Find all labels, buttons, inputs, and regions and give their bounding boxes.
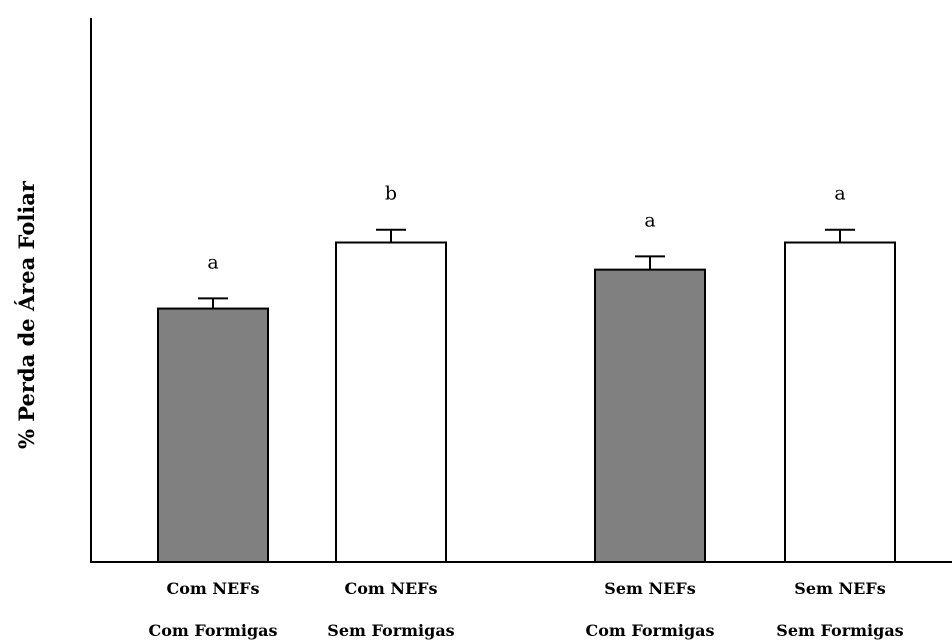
- error-bar-group: [198, 228, 855, 309]
- significance-label-3: a: [644, 209, 655, 231]
- x-tick-label-line2-4: Sem Formigas: [776, 621, 903, 640]
- bar-1: [157, 307, 269, 563]
- x-tick-label-line1-3: Sem NEFs: [604, 579, 695, 598]
- x-tick-label-line2-3: Com Formigas: [585, 621, 714, 640]
- y-axis-label: % Perda de Área Foliar: [14, 180, 39, 449]
- x-tick-label-line1-1: Com NEFs: [166, 579, 259, 598]
- bar-4: [784, 241, 896, 563]
- x-tick-label-line1-4: Sem NEFs: [794, 579, 885, 598]
- significance-label-2: b: [385, 183, 397, 205]
- x-tick-label-group: Com NEFs Com Formigas Com NEFs Sem Formigas…: [148, 579, 903, 640]
- bar-group: [157, 241, 896, 563]
- x-tick-label-line1-2: Com NEFs: [344, 579, 437, 598]
- significance-label-4: a: [834, 183, 845, 205]
- bar-3: [594, 268, 706, 563]
- x-tick-label-line2-2: Sem Formigas: [327, 621, 454, 640]
- x-tick-label-line2-1: Com Formigas: [148, 621, 277, 640]
- bar-2: [335, 241, 447, 563]
- significance-label-group: a b a a: [207, 183, 845, 274]
- significance-label-1: a: [207, 251, 218, 273]
